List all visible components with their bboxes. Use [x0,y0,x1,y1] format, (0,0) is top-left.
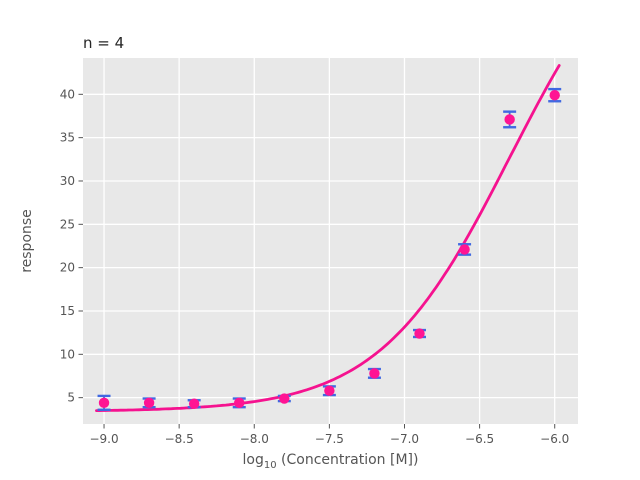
data-point [324,385,335,396]
data-point [98,397,110,409]
x-axis-label-rest: (Concentration [M]) [276,452,419,468]
data-point [369,368,380,379]
x-tick-label: −6.0 [540,432,569,446]
fit-curve [95,64,561,413]
y-tick-label: 10 [60,347,75,361]
y-tick-label: 30 [60,174,75,188]
y-tick-label: 25 [60,217,75,231]
x-axis-label-prefix: log [242,452,264,468]
y-axis-label: response [19,209,35,273]
y-tick-label: 5 [67,391,75,405]
x-tick-label: −6.5 [465,432,494,446]
data-point [143,397,155,409]
plot-background [83,58,578,424]
y-tick-label: 35 [60,131,75,145]
x-tick-label: −9.0 [89,432,118,446]
data-point [504,114,515,125]
y-tick-label: 15 [60,304,75,318]
data-point [459,244,470,255]
y-tick-label: 20 [60,261,75,275]
x-axis-label-subscript: 10 [263,459,277,471]
y-tick-label: 40 [60,87,75,101]
x-tick-label: −7.0 [390,432,419,446]
x-tick-label: −8.0 [240,432,269,446]
data-point [234,397,245,409]
data-point [414,328,425,339]
data-point [188,398,200,409]
data-point [279,393,290,404]
x-tick-label: −7.5 [315,432,344,446]
x-axis-label: log10 (Concentration [M]) [83,452,578,471]
chart-title: n = 4 [83,34,125,52]
x-tick-label: −8.5 [165,432,194,446]
data-point [549,89,560,101]
